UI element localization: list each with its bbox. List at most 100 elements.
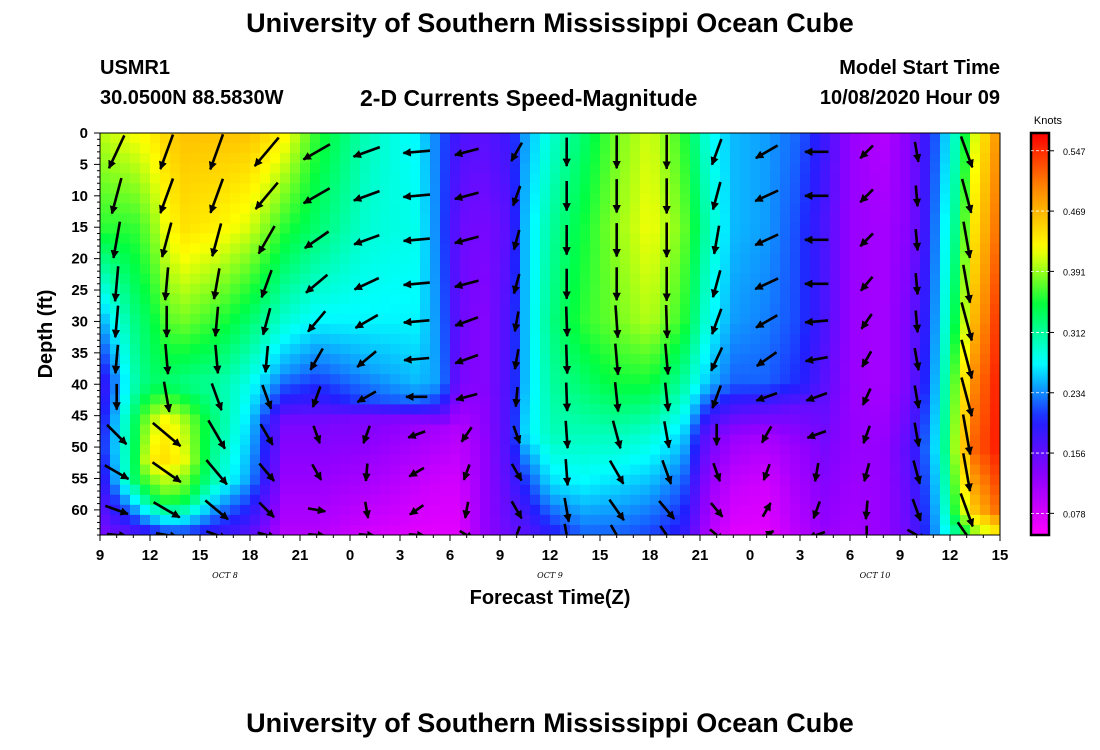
heatmap-cell: [550, 153, 561, 164]
heatmap-cell: [200, 464, 211, 476]
heatmap-cell: [740, 183, 751, 194]
heatmap-cell: [420, 414, 431, 426]
heatmap-cell: [780, 193, 791, 204]
heatmap-cell: [190, 283, 201, 295]
heatmap-cell: [730, 404, 741, 415]
heatmap-cell: [890, 404, 901, 415]
heatmap-cell: [610, 243, 621, 255]
current-vector-arrow: [711, 385, 723, 409]
heatmap-cell: [150, 233, 161, 245]
heatmap-cell: [900, 344, 911, 355]
heatmap-cell: [110, 223, 121, 235]
heatmap-cell: [150, 504, 161, 516]
heatmap-cell: [800, 153, 811, 164]
heatmap-cell: [340, 143, 351, 154]
heatmap-cell: [500, 394, 511, 405]
heatmap-cell: [380, 364, 391, 375]
heatmap-cell: [780, 213, 791, 225]
heatmap-cell: [740, 384, 751, 395]
heatmap-cell: [650, 514, 661, 526]
heatmap-cell: [810, 313, 821, 325]
heatmap-cell: [390, 133, 401, 144]
heatmap-cell: [510, 444, 521, 456]
heatmap-cell: [580, 213, 591, 225]
heatmap-cell: [610, 133, 621, 144]
heatmap-cell: [160, 263, 171, 275]
heatmap-cell: [150, 303, 161, 315]
heatmap-cell: [630, 474, 641, 486]
heatmap-cell: [390, 484, 401, 496]
heatmap-cell: [280, 253, 291, 265]
heatmap-cell: [770, 344, 781, 355]
heatmap-cell: [750, 203, 761, 214]
heatmap-cell: [300, 434, 311, 446]
heatmap-cell: [950, 293, 961, 305]
heatmap-cell: [820, 374, 831, 385]
heatmap-cell: [840, 524, 851, 535]
heatmap-cell: [110, 434, 121, 446]
heatmap-cell: [590, 524, 601, 535]
heatmap-cell: [900, 203, 911, 214]
heatmap-cell: [590, 344, 601, 355]
heatmap-cell: [940, 504, 951, 516]
heatmap-cell: [640, 193, 651, 204]
heatmap-cell: [630, 404, 641, 415]
heatmap-cell: [140, 454, 151, 466]
heatmap-cell: [180, 454, 191, 466]
heatmap-cell: [520, 454, 531, 466]
heatmap-cell: [180, 414, 191, 426]
heatmap-cell: [800, 223, 811, 235]
heatmap-cell: [430, 173, 441, 184]
heatmap-cell: [290, 253, 301, 265]
heatmap-cell: [550, 183, 561, 194]
heatmap-cell: [720, 484, 731, 496]
heatmap-cell: [250, 454, 261, 466]
heatmap-cell: [850, 183, 861, 194]
heatmap-cell: [460, 514, 471, 526]
heatmap-cell: [470, 384, 481, 395]
heatmap-cell: [390, 454, 401, 466]
heatmap-cell: [100, 293, 111, 305]
heatmap-cell: [240, 163, 251, 174]
heatmap-cell: [310, 414, 321, 426]
heatmap-cell: [900, 434, 911, 446]
heatmap-cell: [410, 394, 421, 405]
heatmap-cell: [730, 243, 741, 255]
heatmap-cell: [100, 354, 111, 365]
heatmap-cell: [380, 434, 391, 446]
heatmap-cell: [340, 273, 351, 285]
heatmap-cell: [630, 464, 641, 476]
heatmap-cell: [370, 243, 381, 255]
heatmap-cell: [500, 494, 511, 506]
heatmap-cell: [180, 444, 191, 456]
heatmap-cell: [630, 514, 641, 526]
heatmap-cell: [600, 484, 611, 496]
heatmap-cell: [370, 494, 381, 506]
heatmap-cell: [120, 293, 131, 305]
heatmap-cell: [620, 434, 631, 446]
heatmap-cell: [870, 223, 881, 235]
heatmap-cell: [680, 173, 691, 184]
heatmap-cell: [160, 313, 171, 325]
heatmap-cell: [760, 323, 771, 335]
current-vector-arrow: [257, 225, 276, 255]
heatmap-cell: [820, 344, 831, 355]
heatmap-cell: [930, 474, 941, 486]
heatmap-cell: [600, 293, 611, 305]
heatmap-cell: [450, 223, 461, 235]
heatmap-cell: [300, 163, 311, 174]
heatmap-cell: [360, 173, 371, 184]
heatmap-cell: [190, 404, 201, 415]
heatmap-cell: [850, 504, 861, 516]
heatmap-cell: [280, 153, 291, 164]
heatmap-cell: [670, 183, 681, 194]
heatmap-cell: [890, 323, 901, 335]
heatmap-cell: [680, 243, 691, 255]
heatmap-cell: [220, 434, 231, 446]
heatmap-cell: [540, 163, 551, 174]
heatmap-cell: [440, 524, 451, 535]
heatmap-cell: [630, 283, 641, 295]
heatmap-cell: [650, 183, 661, 194]
heatmap-cell: [810, 163, 821, 174]
heatmap-cell: [100, 524, 111, 535]
